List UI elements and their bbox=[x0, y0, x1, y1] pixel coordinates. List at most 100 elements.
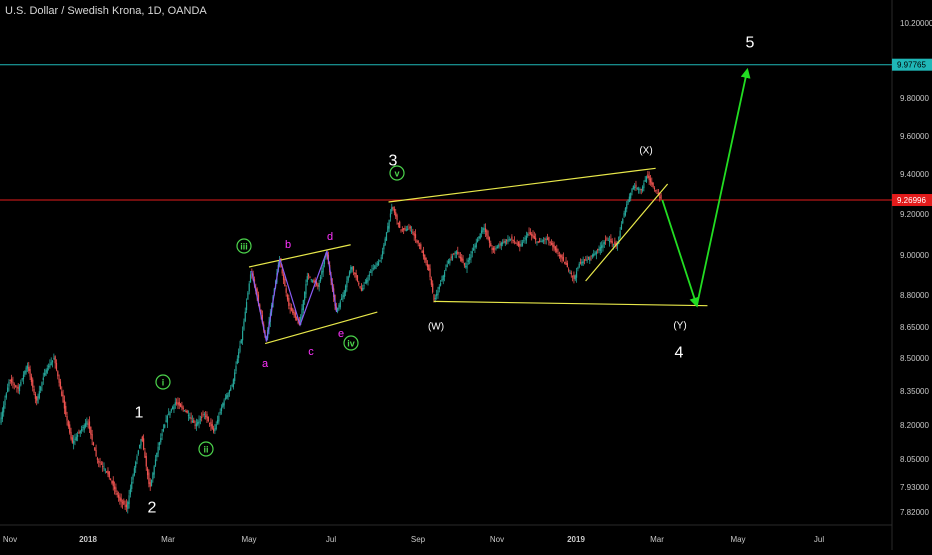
wave-label-circle bbox=[198, 441, 214, 457]
candle-body bbox=[564, 262, 566, 264]
candle-body bbox=[150, 479, 153, 487]
candle-body bbox=[12, 381, 14, 384]
candle-body bbox=[462, 258, 464, 264]
candle-body bbox=[519, 243, 521, 247]
candle-body bbox=[124, 505, 126, 507]
candle-body bbox=[135, 462, 137, 468]
candle-body bbox=[573, 274, 575, 279]
candle-body bbox=[341, 298, 343, 300]
candle-body bbox=[409, 226, 411, 229]
candle-body bbox=[106, 471, 108, 473]
candle-body bbox=[222, 403, 224, 408]
candle-body bbox=[540, 241, 542, 243]
candle-body bbox=[437, 290, 439, 295]
candle-body bbox=[28, 366, 30, 371]
y-tick-label: 8.80000 bbox=[900, 291, 929, 300]
candle-body bbox=[384, 238, 386, 246]
candle-body bbox=[212, 428, 215, 432]
candle-body bbox=[78, 432, 80, 434]
candle-body bbox=[44, 373, 46, 376]
candle-body bbox=[541, 240, 543, 242]
wave-label: c bbox=[308, 346, 314, 358]
candle-body bbox=[45, 370, 47, 376]
x-tick-label: Jul bbox=[326, 535, 336, 544]
candle-body bbox=[364, 282, 366, 284]
price-level-tag-label: 9.97765 bbox=[897, 61, 926, 70]
candle-body bbox=[170, 409, 172, 412]
candle-body bbox=[22, 374, 25, 380]
candle-body bbox=[587, 257, 590, 259]
candle-body bbox=[523, 240, 525, 242]
candle-body bbox=[111, 480, 113, 484]
candle-body bbox=[414, 234, 417, 239]
candle-body bbox=[148, 472, 150, 484]
candle-body bbox=[418, 244, 421, 246]
trendline bbox=[388, 167, 656, 203]
y-tick-label: 8.05000 bbox=[900, 455, 929, 464]
candle-body bbox=[531, 233, 533, 236]
candle-body bbox=[593, 253, 595, 257]
candle-body bbox=[601, 245, 603, 249]
candle-body bbox=[323, 259, 326, 265]
candle-body bbox=[488, 237, 491, 243]
candle-body bbox=[438, 286, 440, 290]
candle-body bbox=[577, 267, 579, 270]
candle-body bbox=[132, 475, 134, 480]
candle-body bbox=[449, 259, 451, 264]
candle-body bbox=[117, 494, 120, 498]
candle-body bbox=[432, 283, 434, 293]
candle-body bbox=[40, 386, 42, 391]
candle-body bbox=[37, 395, 39, 403]
candle-body bbox=[636, 188, 638, 190]
candle-body bbox=[30, 376, 33, 383]
candle-body bbox=[447, 260, 450, 264]
candle-body bbox=[653, 187, 656, 190]
candle-body bbox=[95, 450, 97, 456]
candle-body bbox=[91, 433, 93, 440]
y-tick-label: 9.80000 bbox=[900, 94, 929, 103]
candle-body bbox=[249, 274, 252, 283]
candle-body bbox=[512, 239, 514, 241]
candle-body bbox=[607, 239, 609, 241]
trendline bbox=[248, 244, 351, 268]
candle-body bbox=[206, 414, 208, 419]
candle-body bbox=[172, 406, 174, 410]
y-tick-label: 9.00000 bbox=[900, 251, 929, 260]
candle-body bbox=[635, 184, 637, 188]
candle-body bbox=[436, 294, 438, 296]
candle-body bbox=[520, 244, 522, 246]
candle-body bbox=[620, 224, 623, 230]
candle-body bbox=[417, 240, 419, 244]
y-tick-label: 7.82000 bbox=[900, 508, 929, 517]
candle-body bbox=[557, 252, 559, 254]
candle-body bbox=[58, 378, 60, 383]
candle-body bbox=[660, 194, 662, 200]
candle-body bbox=[422, 250, 425, 257]
y-tick-label: 9.60000 bbox=[900, 132, 929, 141]
x-tick-label: May bbox=[730, 535, 745, 544]
candle-body bbox=[586, 259, 588, 261]
candle-body bbox=[344, 285, 347, 293]
candle-body bbox=[494, 248, 496, 250]
candle-body bbox=[343, 290, 345, 298]
candle-body bbox=[542, 240, 545, 242]
candle-body bbox=[296, 316, 298, 321]
candle-body bbox=[590, 255, 592, 257]
candle-body bbox=[198, 420, 200, 424]
candle-body bbox=[644, 179, 646, 182]
candle-body bbox=[578, 263, 580, 268]
candle-body bbox=[356, 275, 359, 282]
candle-body bbox=[41, 382, 43, 387]
candle-body bbox=[25, 367, 27, 373]
x-tick-label: Mar bbox=[161, 535, 175, 544]
candle-body bbox=[215, 424, 217, 430]
candle-body bbox=[537, 241, 539, 243]
candle-body bbox=[619, 230, 621, 238]
candle-body bbox=[110, 478, 112, 481]
candle-body bbox=[509, 238, 512, 240]
candle-body bbox=[47, 366, 50, 368]
candle-body bbox=[302, 300, 304, 310]
candle-body bbox=[17, 387, 19, 389]
candle-body bbox=[165, 420, 167, 423]
